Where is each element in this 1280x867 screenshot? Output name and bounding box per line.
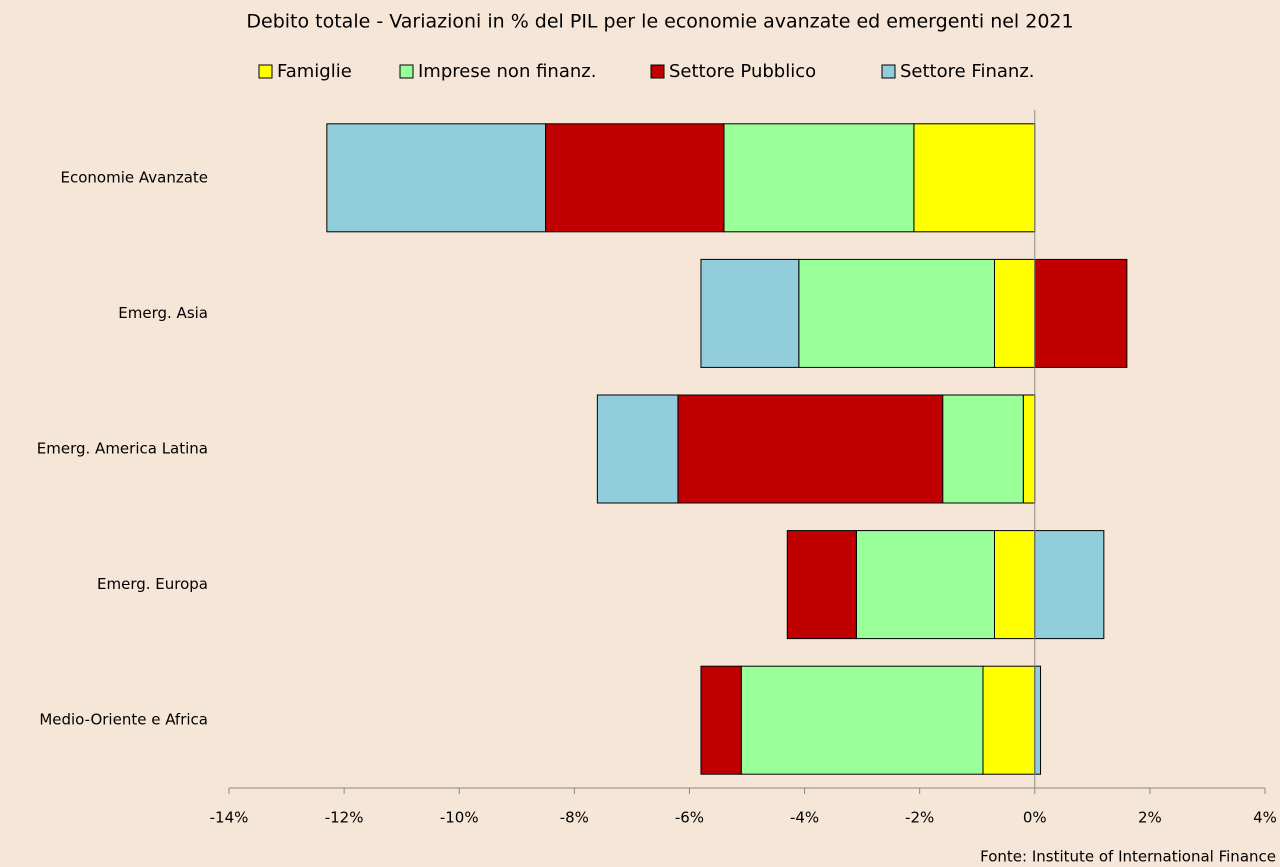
legend-label: Settore Pubblico xyxy=(669,61,816,82)
x-tick-label: 0% xyxy=(1023,809,1047,827)
x-tick-label: -12% xyxy=(325,809,364,827)
bar-segment xyxy=(993,258,1036,368)
chart-title: Debito totale - Variazioni in % del PIL … xyxy=(246,11,1073,33)
x-tick-label: 2% xyxy=(1138,809,1162,827)
bar-segment xyxy=(913,123,1036,233)
x-tick-label: -14% xyxy=(210,809,249,827)
legend-label: Settore Finanz. xyxy=(900,61,1035,82)
y-tick-label: Economie Avanzate xyxy=(61,168,209,186)
bar-segment xyxy=(1034,258,1128,368)
bar-segment xyxy=(942,394,1024,504)
bar-segment xyxy=(700,258,800,368)
legend-swatch xyxy=(650,64,665,79)
x-tick-label: -6% xyxy=(675,809,704,827)
bar-segment xyxy=(740,665,984,775)
bar-segment xyxy=(982,665,1036,775)
legend-label: Imprese non finanz. xyxy=(418,61,596,82)
bar-segment xyxy=(993,530,1036,640)
x-tick-label: 4% xyxy=(1253,809,1277,827)
x-tick-label: -2% xyxy=(905,809,934,827)
x-tick-label: -8% xyxy=(560,809,589,827)
y-tick-label: Emerg. Europa xyxy=(97,575,208,593)
bar-segment xyxy=(545,123,725,233)
source: Fonte: Institute of International Financ… xyxy=(980,848,1276,866)
bar-segment xyxy=(326,123,547,233)
legend-swatch xyxy=(399,64,414,79)
bar-segment xyxy=(596,394,679,504)
bar-segment xyxy=(786,530,857,640)
y-tick-label: Emerg. America Latina xyxy=(37,440,208,458)
x-tick-label: -4% xyxy=(790,809,819,827)
legend-swatch xyxy=(881,64,896,79)
y-tick-label: Emerg. Asia xyxy=(118,304,208,322)
bar-segment xyxy=(1034,530,1105,640)
bar-segment xyxy=(798,258,995,368)
legend-label: Famiglie xyxy=(277,61,352,82)
bar-segment xyxy=(700,665,742,775)
bar-segment xyxy=(1034,665,1042,775)
bar-segment xyxy=(677,394,944,504)
y-tick-label: Medio-Oriente e Africa xyxy=(39,711,208,729)
bar-segment xyxy=(1022,394,1036,504)
bar-segment xyxy=(855,530,995,640)
x-tick-label: -10% xyxy=(440,809,479,827)
bar-segment xyxy=(723,123,915,233)
legend-swatch xyxy=(258,64,273,79)
